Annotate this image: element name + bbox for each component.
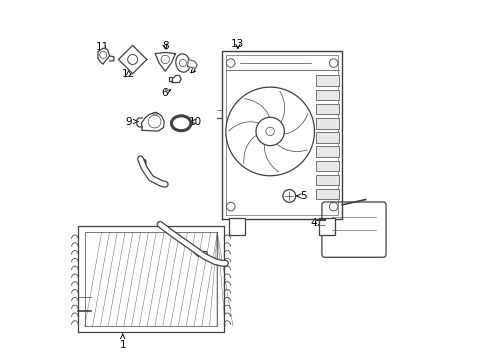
Text: 5: 5 [296,191,307,201]
Polygon shape [188,59,197,68]
Text: 2: 2 [141,159,147,169]
Ellipse shape [176,54,190,72]
Bar [229,218,245,235]
Circle shape [266,127,274,136]
Circle shape [226,202,235,211]
FancyBboxPatch shape [322,202,386,257]
Bar [316,90,339,100]
Text: 4: 4 [311,217,323,228]
Bar [316,118,339,129]
Text: 11: 11 [96,42,109,52]
Bar [316,76,339,86]
Circle shape [329,202,338,211]
Ellipse shape [172,116,191,131]
Bar [316,132,339,143]
Circle shape [128,54,138,64]
Circle shape [329,59,338,67]
Circle shape [256,117,284,145]
Bar [316,104,339,114]
Circle shape [226,59,235,67]
Bar [319,218,335,235]
Polygon shape [119,45,147,74]
Text: 12: 12 [122,69,135,79]
Text: 3: 3 [195,251,208,261]
Circle shape [161,55,170,64]
Text: 6: 6 [161,88,171,98]
Circle shape [226,87,315,176]
Circle shape [283,190,295,202]
Polygon shape [172,76,181,82]
Polygon shape [155,53,175,71]
Bar [316,146,339,157]
Bar [316,175,339,185]
Text: 10: 10 [189,117,202,126]
Text: 7: 7 [190,65,197,75]
Bar [316,161,339,171]
Bar [316,189,339,199]
Circle shape [179,59,187,67]
Text: 13: 13 [231,39,245,49]
Polygon shape [98,48,110,64]
Text: 9: 9 [125,117,138,126]
Text: 1: 1 [120,334,126,350]
Polygon shape [142,113,164,131]
Circle shape [99,51,107,58]
Circle shape [148,115,161,128]
Text: 8: 8 [162,41,169,51]
